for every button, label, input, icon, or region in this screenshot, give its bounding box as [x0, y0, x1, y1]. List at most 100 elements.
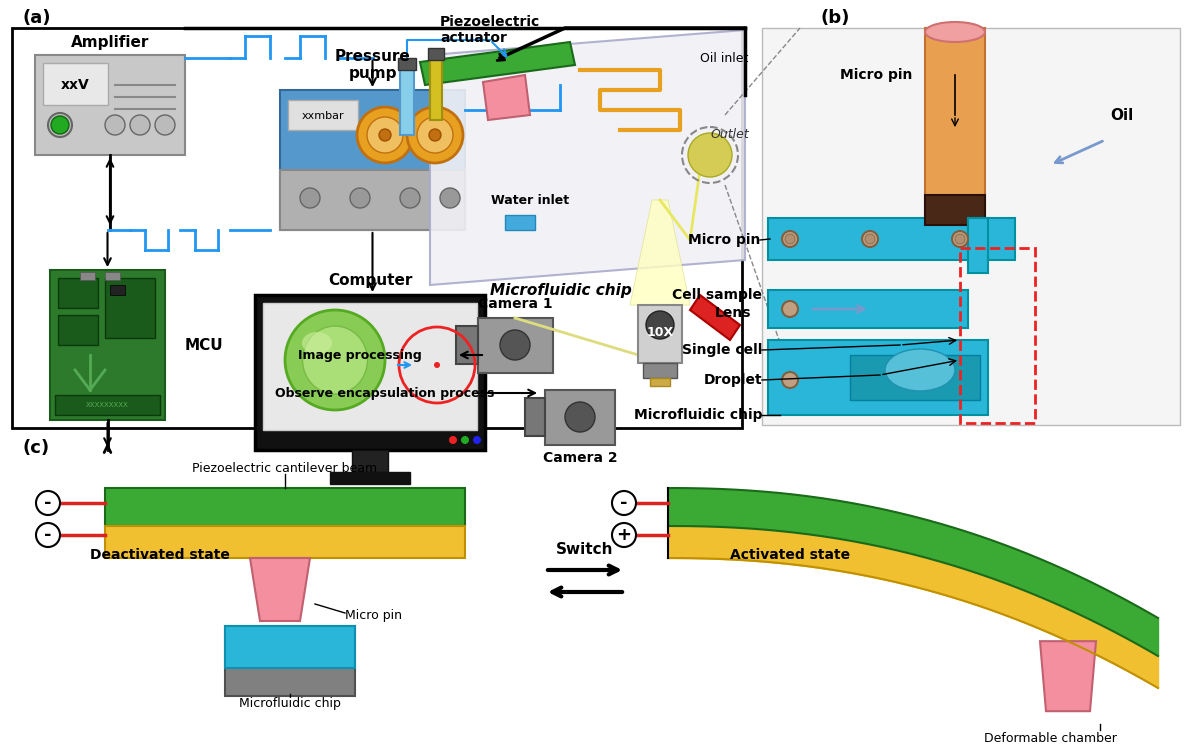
Text: 10X: 10X: [646, 326, 674, 339]
Bar: [43, 63, 108, 105]
Text: Micro pin: Micro pin: [345, 610, 402, 623]
Circle shape: [952, 231, 968, 247]
Ellipse shape: [925, 22, 985, 42]
Circle shape: [358, 107, 413, 163]
Bar: [545, 390, 615, 445]
Circle shape: [782, 301, 798, 317]
Circle shape: [429, 129, 441, 141]
Bar: [456, 326, 478, 364]
Circle shape: [449, 436, 457, 444]
Circle shape: [955, 234, 965, 244]
Bar: [225, 626, 355, 696]
Text: (c): (c): [23, 439, 49, 457]
Polygon shape: [430, 30, 745, 285]
Text: Pressure
pump: Pressure pump: [335, 49, 410, 81]
Bar: [50, 270, 165, 420]
Text: -: -: [44, 526, 52, 544]
Text: Camera 2: Camera 2: [543, 451, 618, 465]
Bar: [80, 272, 95, 280]
Bar: [643, 363, 677, 378]
Circle shape: [417, 117, 453, 153]
Bar: [58, 315, 97, 345]
Polygon shape: [484, 75, 530, 120]
Text: Water inlet: Water inlet: [491, 193, 569, 207]
Bar: [767, 290, 968, 328]
Bar: [287, 100, 358, 130]
Text: Microfluidic chip: Microfluidic chip: [489, 283, 632, 298]
Circle shape: [301, 188, 320, 208]
Bar: [985, 218, 1015, 260]
Text: Oil: Oil: [1110, 108, 1133, 123]
Circle shape: [350, 188, 369, 208]
Bar: [105, 488, 465, 526]
Polygon shape: [1040, 641, 1097, 711]
Circle shape: [612, 491, 636, 515]
Bar: [263, 303, 478, 430]
Text: Single cell: Single cell: [682, 343, 762, 357]
Polygon shape: [762, 28, 1180, 425]
Bar: [110, 285, 125, 295]
Bar: [505, 215, 535, 230]
Bar: [478, 318, 552, 373]
Text: Lens: Lens: [715, 306, 752, 320]
Text: Microfluidic chip: Microfluidic chip: [239, 698, 341, 711]
Text: Cell sample: Cell sample: [672, 288, 762, 302]
Text: Computer: Computer: [328, 274, 412, 289]
Text: Piezoelectric
actuator: Piezoelectric actuator: [440, 15, 541, 45]
Text: Microfluidic chip: Microfluidic chip: [633, 408, 762, 422]
Text: Switch: Switch: [556, 542, 614, 557]
Bar: [280, 90, 465, 230]
Text: XXXXXXXXX: XXXXXXXXX: [86, 402, 128, 408]
Text: Image processing: Image processing: [298, 350, 422, 362]
Circle shape: [500, 330, 530, 360]
Ellipse shape: [285, 310, 385, 410]
Circle shape: [782, 231, 798, 247]
Bar: [925, 195, 985, 225]
Circle shape: [434, 362, 440, 368]
Bar: [58, 278, 97, 308]
Polygon shape: [421, 42, 575, 85]
Text: -: -: [620, 494, 627, 512]
Text: Oil inlet: Oil inlet: [700, 51, 748, 65]
Circle shape: [862, 231, 878, 247]
Bar: [650, 378, 670, 386]
Circle shape: [473, 436, 481, 444]
Text: Deformable chamber: Deformable chamber: [984, 732, 1117, 744]
Text: +: +: [617, 526, 632, 544]
Circle shape: [367, 117, 403, 153]
Circle shape: [646, 311, 674, 339]
Circle shape: [688, 133, 732, 177]
Bar: [767, 218, 968, 260]
Circle shape: [129, 115, 150, 135]
Bar: [638, 305, 682, 363]
Bar: [34, 55, 185, 155]
Circle shape: [782, 372, 798, 388]
Text: xxV: xxV: [61, 78, 89, 92]
Bar: [398, 58, 416, 70]
Bar: [400, 65, 413, 135]
Text: Piezoelectric cantilever beam: Piezoelectric cantilever beam: [192, 462, 378, 475]
Ellipse shape: [302, 332, 331, 354]
Circle shape: [51, 116, 69, 134]
Circle shape: [400, 188, 421, 208]
Text: xxmbar: xxmbar: [302, 111, 345, 121]
Bar: [767, 340, 988, 415]
Circle shape: [379, 129, 391, 141]
Text: Micro pin: Micro pin: [688, 233, 760, 247]
Text: Activated state: Activated state: [729, 548, 851, 562]
Bar: [849, 355, 980, 400]
Bar: [105, 526, 465, 558]
Text: MCU: MCU: [185, 338, 223, 353]
Bar: [105, 278, 154, 338]
Circle shape: [105, 115, 125, 135]
Polygon shape: [690, 295, 740, 340]
Circle shape: [612, 523, 636, 547]
Bar: [105, 272, 120, 280]
Bar: [430, 55, 442, 120]
Text: (a): (a): [23, 9, 51, 27]
Text: Deactivated state: Deactivated state: [90, 548, 229, 562]
Circle shape: [785, 234, 795, 244]
Bar: [330, 472, 410, 484]
Bar: [225, 626, 355, 668]
Circle shape: [36, 491, 61, 515]
